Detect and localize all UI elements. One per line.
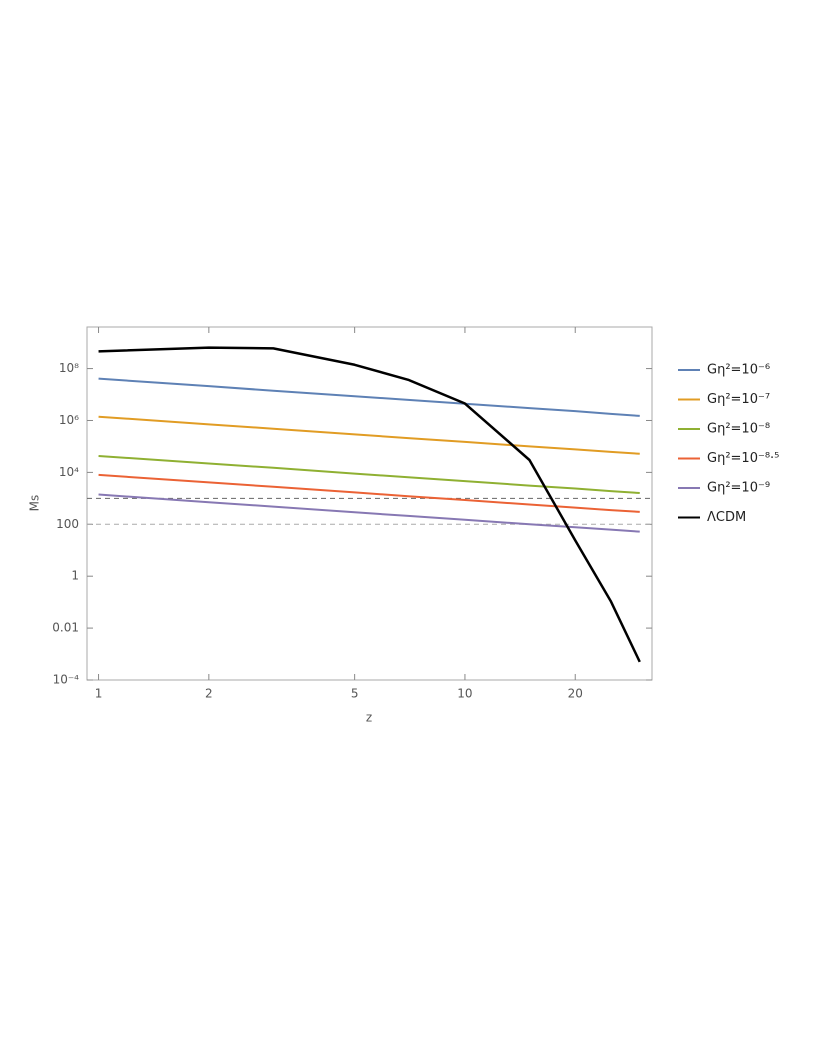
- legend-label: Gη²=10⁻⁸·⁵: [707, 451, 779, 466]
- legend-label: Gη²=10⁻⁹: [707, 481, 770, 496]
- y-tick-label: 10⁻⁴: [53, 673, 80, 687]
- series-line: [98, 415, 640, 455]
- y-tick-label: 10⁴: [59, 465, 79, 479]
- series-line: [98, 454, 640, 495]
- y-axis-label: Ms: [28, 495, 42, 512]
- legend-label: Gη²=10⁻⁶: [707, 363, 770, 378]
- legend-label: ΛCDM: [707, 510, 746, 525]
- y-tick-label: 0.01: [52, 621, 79, 635]
- legend-label: Gη²=10⁻⁷: [707, 392, 770, 407]
- y-tick-label: 100: [56, 517, 79, 531]
- series-line: [98, 346, 641, 663]
- plot-frame: [86, 326, 653, 681]
- x-tick-label: 10: [457, 687, 472, 701]
- y-tick-label: 10⁶: [59, 413, 79, 427]
- legend-label: Gη²=10⁻⁸: [707, 422, 770, 437]
- x-tick-label: 5: [351, 687, 359, 701]
- y-tick-label: 10⁸: [59, 361, 79, 375]
- x-tick-label: 2: [205, 687, 213, 701]
- series-line: [98, 493, 640, 533]
- x-tick-label: 20: [568, 687, 583, 701]
- y-tick-label: 1: [71, 569, 79, 583]
- x-tick-label: 1: [95, 687, 103, 701]
- series-line: [98, 377, 640, 417]
- x-axis-label: z: [366, 711, 372, 725]
- series-line: [98, 473, 640, 513]
